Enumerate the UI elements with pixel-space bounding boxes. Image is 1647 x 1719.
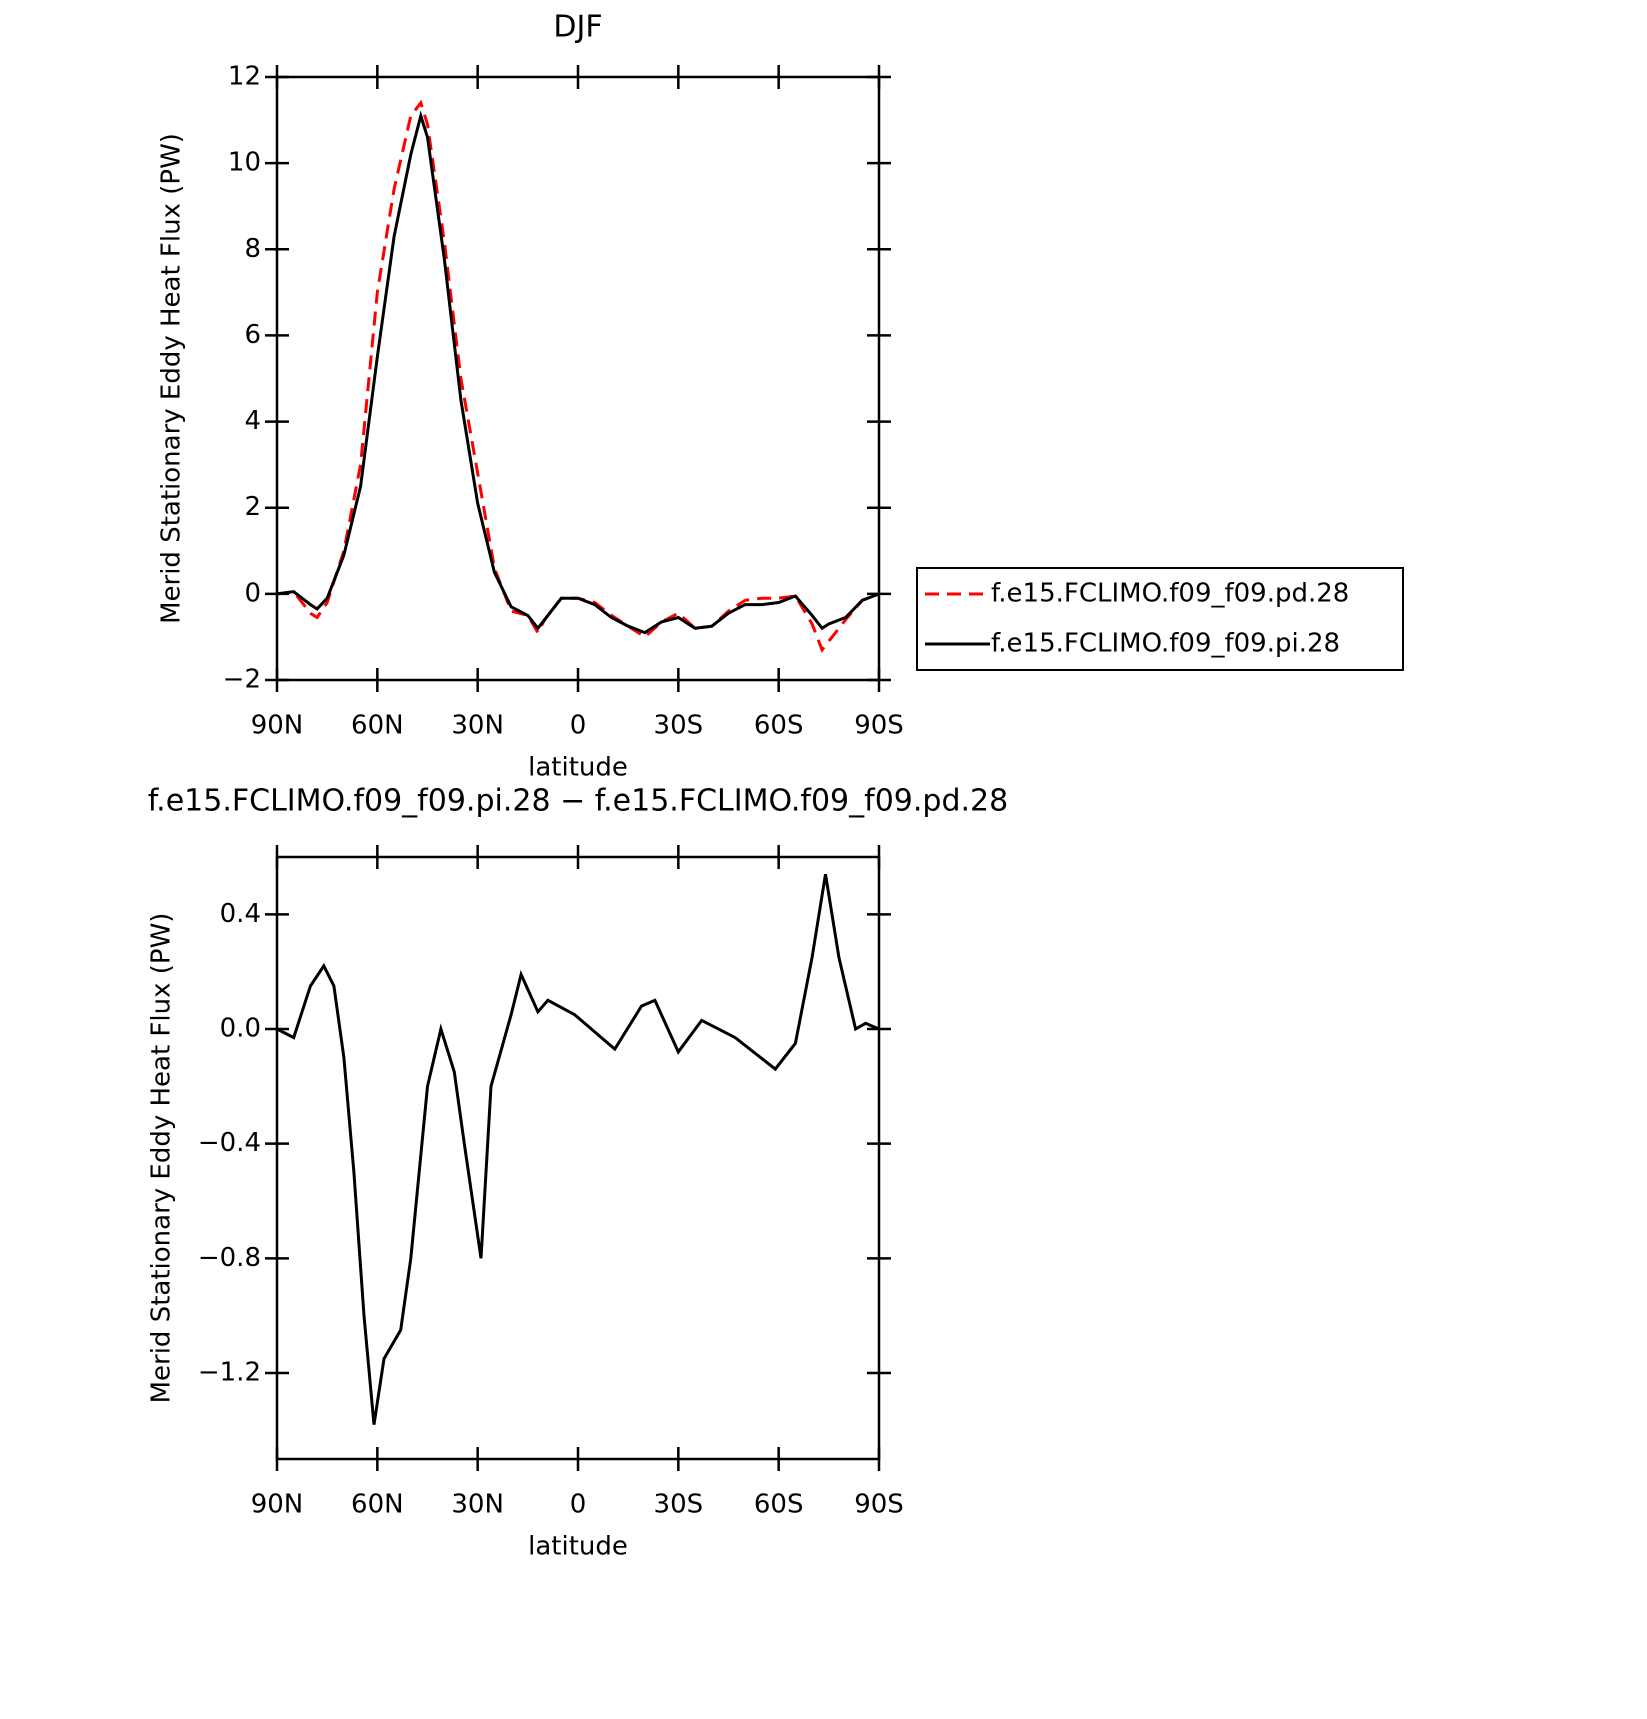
- y-tick-label: 6: [244, 320, 261, 350]
- plot-frame: [275, 855, 881, 1461]
- y-tick-label: 2: [244, 492, 261, 522]
- x-tick-label: 30S: [654, 711, 704, 741]
- x-tick-label: 30S: [654, 1490, 704, 1520]
- data-line: [276, 873, 880, 1425]
- y-tick-label: −1.2: [198, 1358, 261, 1388]
- legend-box: [916, 567, 1404, 671]
- x-tick-label: 0: [570, 711, 587, 741]
- y-tick-label: 0: [244, 578, 261, 608]
- y-axis-label: Merid Stationary Eddy Heat Flux (PW): [157, 133, 187, 624]
- x-axis-label: latitude: [528, 1532, 628, 1562]
- x-tick-label: 60S: [754, 711, 804, 741]
- y-tick-label: 12: [228, 62, 261, 92]
- chart-title: f.e15.FCLIMO.f09_f09.pi.28 − f.e15.FCLIM…: [148, 784, 1008, 819]
- x-tick-label: 60S: [754, 1490, 804, 1520]
- x-tick-label: 90N: [251, 711, 304, 741]
- plot-frame: [275, 75, 881, 682]
- chart-title: DJF: [553, 10, 602, 45]
- y-axis-label: Merid Stationary Eddy Heat Flux (PW): [147, 913, 177, 1404]
- x-tick-label: 30N: [451, 1490, 504, 1520]
- x-axis-label: latitude: [528, 753, 628, 783]
- y-tick-label: 0.0: [220, 1014, 261, 1044]
- x-tick-label: 60N: [351, 711, 404, 741]
- y-tick-label: −2: [223, 665, 261, 695]
- data-line: [276, 99, 880, 653]
- x-tick-label: 90S: [854, 1490, 904, 1520]
- y-tick-label: −0.4: [198, 1128, 261, 1158]
- legend-label: f.e15.FCLIMO.f09_f09.pd.28: [991, 579, 1349, 609]
- x-tick-label: 90N: [251, 1490, 304, 1520]
- y-tick-label: 10: [228, 148, 261, 178]
- y-tick-label: 8: [244, 234, 261, 264]
- x-tick-label: 90S: [854, 711, 904, 741]
- x-tick-label: 0: [570, 1490, 587, 1520]
- y-tick-label: 4: [244, 406, 261, 436]
- legend-label: f.e15.FCLIMO.f09_f09.pi.28: [991, 629, 1340, 659]
- y-tick-label: −0.8: [198, 1243, 261, 1273]
- y-tick-label: 0.4: [220, 899, 261, 929]
- x-tick-label: 30N: [451, 711, 504, 741]
- x-tick-label: 60N: [351, 1490, 404, 1520]
- data-line: [276, 110, 880, 635]
